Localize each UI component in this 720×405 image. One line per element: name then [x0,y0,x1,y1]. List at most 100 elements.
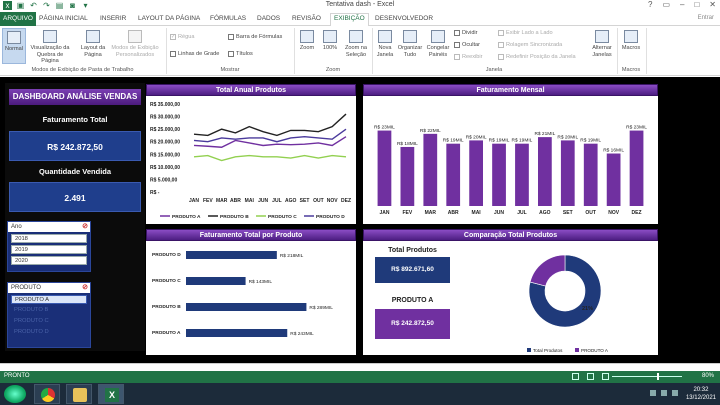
x-tick-label: MAI [245,198,255,204]
bar-produto [186,329,288,337]
ribbon-options-icon[interactable]: ▭ [662,0,670,9]
x-tick-label: MAR [216,198,228,204]
page-break-preview-button[interactable]: Visualização da Quebra de Página [28,28,72,64]
sign-in-link[interactable]: Entrar [697,15,714,21]
x-tick-label: AGO [285,198,297,204]
sheet-grid[interactable] [0,363,720,371]
y-category-label: PRODUTO C [152,278,181,284]
close-icon[interactable]: ✕ [709,0,716,9]
clear-filter-icon[interactable]: ⊘ [82,223,88,230]
chart-faturamento-mensal[interactable]: Faturamento Mensal R$ 23MIL JAN R$ 18MIL FE… [363,84,658,224]
y-tick-label: R$ 15.000,00 [150,152,180,158]
new-window-button[interactable]: Nova Janela [374,28,396,64]
gridlines-checkbox[interactable]: Linhas de Grade [170,51,219,57]
tab-exibicao[interactable]: EXIBIÇÃO [330,13,369,26]
bar-chart-mensal-svg: R$ 23MIL JAN R$ 18MIL FEV R$ 22MIL MAR R$ 19MI… [374,125,647,216]
slicer-item-produto-b[interactable]: PRODUTO B [14,307,49,313]
page-break-icon [43,30,57,43]
side-by-side-icon [498,30,504,36]
volume-icon[interactable] [661,390,667,396]
produto-a-value: R$ 242.872,50 [375,309,450,339]
help-icon[interactable]: ? [647,0,653,9]
save-icon[interactable]: ▣ [16,1,25,10]
window-title: Tentativa dash - Excel [325,1,395,8]
custom-views-button[interactable]: Modos de Exibição Personalizados [108,28,162,64]
freeze-panes-button[interactable]: Congelar Painéis [424,28,452,64]
flag-icon[interactable] [672,390,678,396]
line-series-produto-b [193,113,347,137]
network-icon[interactable] [650,390,656,396]
customize-qat-icon[interactable]: ▾ [83,1,88,10]
normal-view-button[interactable]: Normal [2,28,26,64]
page-break-view-icon[interactable] [602,373,609,380]
slicer-item-produto-c[interactable]: PRODUTO C [14,318,49,324]
tab-formulas[interactable]: FÓRMULAS [210,15,247,22]
bar-data-label: R$ 19MIL [580,138,601,144]
bar-data-label: R$ 21MIL [534,131,555,137]
page-layout-button[interactable]: Layout da Página [80,28,106,64]
reset-position-button[interactable]: Redefinir Posição da Janela [498,54,576,60]
macros-button[interactable]: Macros [620,28,642,64]
page-layout-icon [86,30,100,43]
minimize-icon[interactable]: – [680,0,685,9]
tab-inserir[interactable]: INSERIR [100,15,127,22]
tab-pagina-inicial[interactable]: PÁGINA INICIAL [39,15,88,22]
redo-icon[interactable]: ↷ [43,1,50,10]
camera-icon[interactable]: ◙ [70,1,75,10]
sync-scroll-button[interactable]: Rolagem Sincronizada [498,42,562,48]
taskbar-excel-button[interactable]: X [98,384,124,404]
bar-mensal [583,143,598,206]
restore-icon[interactable]: □ [694,0,700,9]
tab-layout-da-pagina[interactable]: LAYOUT DA PÁGINA [138,15,201,22]
headings-checkbox[interactable]: Títulos [228,51,253,57]
hide-button[interactable]: Ocultar [454,42,480,48]
split-button[interactable]: Dividir [454,30,478,36]
tab-arquivo[interactable]: ARQUIVO [0,12,36,26]
bar-data-label: R$ 19MIL [443,138,464,144]
system-tray [650,390,678,396]
chart-total-anual[interactable]: Total Anual Produtos R$ 35.000,00 R$ 30.0… [146,84,356,224]
print-icon[interactable]: ▤ [55,1,64,10]
switch-windows-button[interactable]: Alternar Janelas [588,28,616,64]
line-series-produto-d [193,128,347,143]
tab-revisao[interactable]: REVISÃO [292,15,321,22]
formula-bar-checkbox[interactable]: Barra de Fórmulas [228,34,282,40]
tab-desenvolvedor[interactable]: DESENVOLVEDOR [375,15,434,22]
zoom-button[interactable]: Zoom [296,28,318,64]
tab-dados[interactable]: DADOS [257,15,281,22]
unhide-button[interactable]: Reexibir [454,54,483,60]
taskbar-chrome-button[interactable] [34,384,60,404]
normal-view-icon[interactable] [572,373,579,380]
custom-views-icon [128,30,142,43]
slicer-item-2019[interactable]: 2019 [11,245,87,254]
slicer-item-produto-a[interactable]: PRODUTO A [11,295,87,304]
macros-icon [624,30,638,43]
slicer-produto: PRODUTO ⊘ PRODUTO A PRODUTO B PRODUTO C P… [7,282,91,348]
x-tick-label: DEZ [341,198,351,204]
clear-filter-icon[interactable]: ⊘ [82,284,88,291]
status-bar: PRONTO 80% [0,371,720,383]
zoom-selection-icon [349,30,363,43]
chart-faturamento-produto[interactable]: Faturamento Total por Produto PRODUTO D R… [146,229,356,355]
page-layout-view-icon[interactable] [587,373,594,380]
zoom-level[interactable]: 80% [701,373,714,379]
zoom-selection-button[interactable]: Zoom na Seleção [342,28,370,64]
legend-label: Total Produtos [533,348,563,353]
slicer-item-2020[interactable]: 2020 [11,256,87,265]
slicer-item-produto-d[interactable]: PRODUTO D [14,329,49,335]
y-category-label: PRODUTO B [152,304,181,310]
dashboard-title: DASHBOARD ANÁLISE VENDAS [9,89,141,105]
ruler-checkbox[interactable]: ✓ Régua [170,34,194,40]
zoom-100-button[interactable]: 100% [320,28,340,64]
taskbar-clock[interactable]: 20:32 13/12/2021 [686,386,716,402]
zoom-slider-knob[interactable] [657,373,659,380]
start-button-icon[interactable] [4,385,26,403]
taskbar-explorer-button[interactable] [66,384,92,404]
slicer-item-2018[interactable]: 2018 [11,234,87,243]
undo-icon[interactable]: ↶ [30,1,37,10]
side-by-side-button[interactable]: Exibir Lado a Lado [498,30,553,36]
x-tick-label: MAR [425,210,437,216]
zoom-slider[interactable] [612,376,682,377]
arrange-all-button[interactable]: Organizar Tudo [397,28,423,64]
chart-comparacao[interactable]: Comparação Total Produtos Total Produtos… [363,229,658,355]
